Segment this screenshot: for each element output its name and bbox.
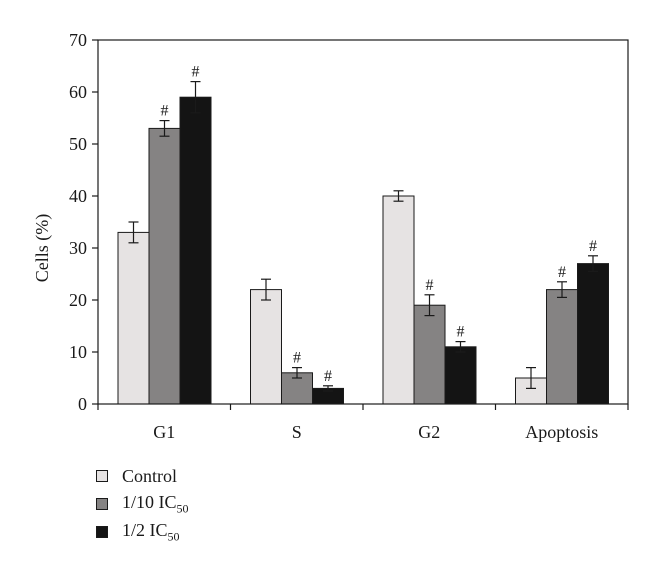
legend-item-1-2-ic50: 1/2 IC50	[96, 518, 189, 546]
significance-marker-g2-1-10-ic50: #	[426, 277, 434, 294]
legend-item-1-10-ic50: 1/10 IC50	[96, 490, 189, 518]
x-tick-label-s: S	[292, 422, 302, 442]
y-axis-label: Cells (%)	[32, 214, 53, 282]
y-tick-label-30: 30	[69, 238, 87, 258]
significance-marker-apoptosis-1-10-ic50: #	[558, 264, 566, 281]
bar-g2-1-2-ic50	[444, 346, 477, 405]
significance-marker-g1-1-2-ic50: #	[192, 64, 200, 81]
axes: 0 10 20 30 40 50 60 70 G1 S G2 Apoptosis	[69, 30, 629, 442]
legend-item-control: Control	[96, 462, 189, 490]
x-tick-label-g1: G1	[153, 422, 175, 442]
x-tick-label-apoptosis: Apoptosis	[525, 422, 598, 442]
significance-marker-g1-1-10-ic50: #	[161, 103, 169, 120]
significance-marker-g2-1-2-ic50: #	[457, 324, 465, 341]
legend-swatch-control	[96, 470, 108, 482]
legend-swatch-1-2-ic50	[96, 526, 108, 538]
legend: Control 1/10 IC50 1/2 IC50	[96, 462, 189, 546]
y-tick-label-60: 60	[69, 82, 87, 102]
y-tick-label-20: 20	[69, 290, 87, 310]
bars-layer: # # # # # # # #	[117, 64, 609, 405]
bar-g1-control	[117, 231, 150, 405]
y-tick-label-50: 50	[69, 134, 87, 154]
y-tick-label-10: 10	[69, 342, 87, 362]
legend-label-1-2-ic50: 1/2 IC50	[122, 519, 180, 544]
bar-g1-1-10-ic50	[148, 127, 181, 405]
significance-marker-s-1-10-ic50: #	[293, 350, 301, 367]
significance-marker-s-1-2-ic50: #	[324, 368, 332, 385]
bar-g2-control	[382, 195, 415, 405]
legend-label-1-10-ic50: 1/10 IC50	[122, 491, 189, 516]
y-tick-label-0: 0	[78, 394, 87, 414]
significance-marker-apoptosis-1-2-ic50: #	[589, 238, 597, 255]
bar-apoptosis-1-2-ic50	[577, 263, 609, 405]
x-tick-label-g2: G2	[418, 422, 440, 442]
bar-g1-1-2-ic50	[179, 96, 212, 405]
y-tick-label-70: 70	[69, 30, 87, 50]
legend-label-control: Control	[122, 465, 178, 486]
bar-s-control	[250, 289, 282, 405]
legend-swatch-1-10-ic50	[96, 498, 108, 510]
bar-g2-1-10-ic50	[413, 304, 446, 405]
y-tick-label-40: 40	[69, 186, 87, 206]
bar-apoptosis-1-10-ic50	[546, 289, 578, 405]
